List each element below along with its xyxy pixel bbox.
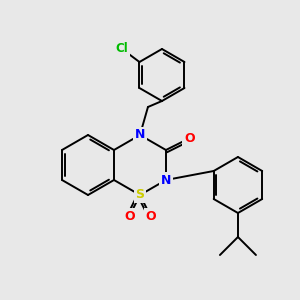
Text: O: O [124,210,134,223]
Text: N: N [135,128,145,142]
Text: S: S [136,188,145,202]
Text: O: O [146,210,156,223]
Text: N: N [161,173,171,187]
Text: Cl: Cl [116,42,128,55]
Text: O: O [184,132,194,145]
